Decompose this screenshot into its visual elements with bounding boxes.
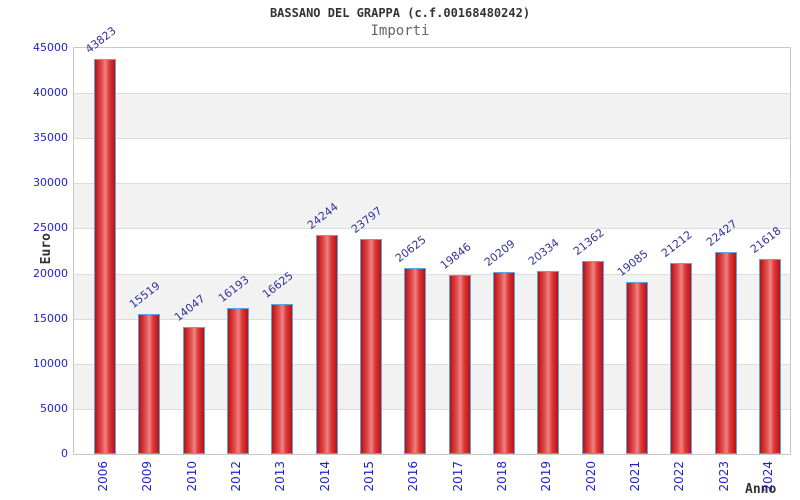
x-axis-title: Anno — [745, 482, 777, 497]
bar — [404, 268, 427, 454]
y-axis-title: Euro — [39, 233, 54, 265]
x-axis-tick-label: 2013 — [273, 461, 288, 492]
bar — [625, 282, 648, 454]
plot-band — [74, 138, 790, 184]
y-axis-tick-label: 25000 — [33, 221, 68, 235]
bar — [271, 304, 294, 454]
x-axis-tick-label: 2012 — [228, 461, 243, 492]
y-axis-tick-label: 5000 — [40, 401, 68, 415]
x-axis-tick-label: 2009 — [140, 461, 155, 492]
x-axis-tick-label: 2017 — [450, 461, 465, 492]
bar — [182, 327, 205, 454]
plot-band — [74, 228, 790, 274]
plot-band — [74, 48, 790, 94]
y-axis-tick-label: 35000 — [33, 131, 68, 145]
y-axis-tick-label: 0 — [61, 447, 68, 460]
plot-band-shaded — [74, 93, 790, 139]
bar — [670, 263, 693, 454]
bar — [492, 272, 515, 454]
bar — [359, 239, 382, 454]
x-axis-tick-label: 2020 — [583, 461, 598, 492]
bar — [758, 259, 781, 454]
y-axis-tick-label: 10000 — [33, 356, 68, 370]
bar — [537, 271, 560, 454]
y-axis-tick-label: 30000 — [33, 176, 68, 190]
x-axis-tick-label: 2015 — [361, 461, 376, 492]
x-axis-tick-label: 2006 — [96, 461, 110, 492]
x-axis-tick-label: 2010 — [184, 461, 199, 492]
x-axis-tick-label: 2018 — [494, 461, 509, 492]
plot-area: 43823 15519 14047 16193 16625 24244 23797 20625… — [73, 24, 791, 455]
y-axis-tick-label: 15000 — [33, 311, 68, 325]
chart-title: BASSANO DEL GRAPPA (c.f.00168480242) — [269, 6, 531, 20]
bar — [94, 59, 116, 454]
bar — [448, 275, 471, 454]
bar — [581, 261, 604, 454]
y-axis-tick-label: 45000 — [33, 41, 68, 54]
x-axis-tick-label: 2024 — [760, 461, 775, 492]
bar — [226, 308, 249, 454]
bar — [315, 235, 338, 454]
x-axis-tick-label: 2022 — [672, 461, 687, 492]
chart-subtitle: Importi — [370, 23, 430, 39]
x-axis-tick-label: 2023 — [716, 461, 731, 492]
plot-band-shaded — [74, 183, 790, 229]
x-axis-tick-label: 2016 — [406, 461, 421, 492]
x-axis-tick-label: 2014 — [317, 461, 332, 492]
x-axis-tick-label: 2019 — [539, 461, 554, 492]
y-axis-tick-label: 40000 — [33, 86, 68, 100]
bar — [138, 314, 161, 454]
y-axis-tick-label: 20000 — [33, 266, 68, 280]
x-axis-tick-label: 2021 — [627, 461, 642, 492]
bar — [714, 252, 737, 454]
